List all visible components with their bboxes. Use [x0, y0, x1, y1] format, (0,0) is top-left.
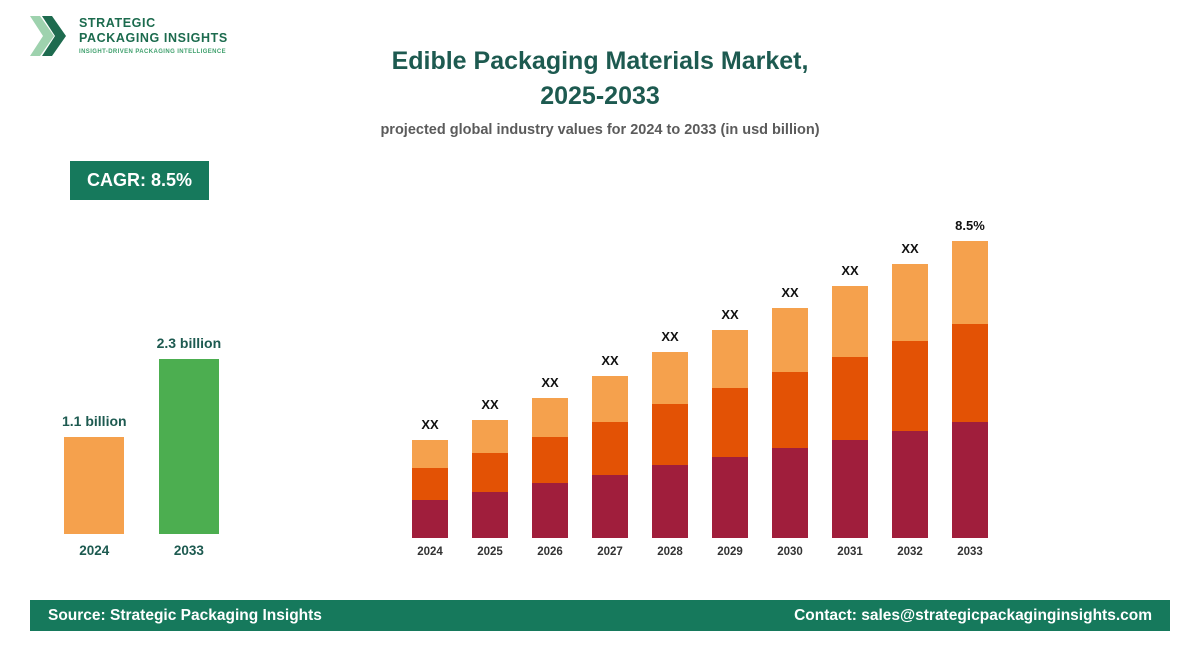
- page-title: Edible Packaging Materials Market, 2025-…: [200, 44, 1000, 114]
- stacked-bar: [952, 241, 988, 538]
- company-logo: STRATEGIC PACKAGING INSIGHTS INSIGHT-DRI…: [30, 12, 228, 60]
- bar-year-label: 2031: [837, 546, 863, 558]
- page-subtitle: projected global industry values for 202…: [380, 122, 820, 138]
- stacked-bar-group: XX 2029: [712, 178, 748, 558]
- bar-year-label: 2027: [597, 546, 623, 558]
- stacked-bar-group: XX 2027: [592, 178, 628, 558]
- header: Edible Packaging Materials Market, 2025-…: [200, 44, 1000, 138]
- segment-bottom: [772, 448, 808, 538]
- bar-year-label: 2025: [477, 546, 503, 558]
- stacked-bar: [592, 376, 628, 538]
- logo-tagline: INSIGHT-DRIVEN PACKAGING INTELLIGENCE: [79, 48, 227, 55]
- stacked-bar-group: 8.5% 2033: [952, 178, 988, 558]
- bar-value-label: XX: [841, 263, 859, 278]
- segment-bottom: [952, 422, 988, 538]
- bar-value-label: XX: [901, 241, 919, 256]
- mini-bar-value-label: 1.1 billion: [62, 413, 127, 429]
- segment-middle: [652, 404, 688, 465]
- stacked-bar: [652, 352, 688, 538]
- logo-text: STRATEGIC PACKAGING INSIGHTS INSIGHT-DRI…: [79, 16, 228, 56]
- segment-top: [772, 308, 808, 372]
- stacked-bar: [832, 286, 868, 538]
- page-title-line1: Edible Packaging Materials Market,: [391, 47, 809, 75]
- mini-bar-year-label: 2033: [173, 543, 204, 558]
- segment-bottom: [592, 475, 628, 538]
- segment-top: [832, 286, 868, 357]
- bar-year-label: 2030: [777, 546, 803, 558]
- mini-chart: 1.1 billion 2024 2.3 billion 2033: [62, 327, 221, 558]
- bar-year-label: 2024: [417, 546, 443, 558]
- logo-chevron-icon: [30, 16, 66, 56]
- stacked-bar-group: XX 2031: [832, 178, 868, 558]
- bar-year-label: 2032: [897, 546, 923, 558]
- footer-source: Source: Strategic Packaging Insights: [48, 606, 322, 624]
- stacked-bar-group: XX 2026: [532, 178, 568, 558]
- mini-bar-year-label: 2024: [79, 543, 110, 558]
- segment-top: [412, 440, 448, 468]
- bar-value-label: 8.5%: [955, 218, 985, 233]
- segment-top: [712, 330, 748, 388]
- segment-bottom: [712, 457, 748, 538]
- bar-value-label: XX: [721, 307, 739, 322]
- segment-middle: [832, 357, 868, 440]
- stacked-bar: [712, 330, 748, 538]
- bar-value-label: XX: [541, 375, 559, 390]
- segment-middle: [472, 453, 508, 492]
- main-chart: XX 2024 XX 2025 XX 2026 XX 2027 XX 2028 XX 2029 XX 20…: [412, 178, 988, 558]
- bar-year-label: 2029: [717, 546, 743, 558]
- mini-bar: [158, 359, 219, 534]
- bar-value-label: XX: [421, 417, 439, 432]
- mini-bar-group: 1.1 billion 2024: [62, 327, 127, 558]
- footer-contact: Contact: sales@strategicpackaginginsight…: [794, 606, 1152, 624]
- bar-value-label: XX: [661, 329, 679, 344]
- stacked-bar-group: XX 2032: [892, 178, 928, 558]
- segment-bottom: [892, 431, 928, 538]
- stacked-bar: [472, 420, 508, 538]
- segment-middle: [892, 341, 928, 431]
- stacked-bar: [772, 308, 808, 538]
- logo-line1: STRATEGIC: [79, 15, 156, 30]
- bar-year-label: 2033: [957, 546, 983, 558]
- stacked-bar: [532, 398, 568, 538]
- segment-top: [472, 420, 508, 453]
- stacked-bar-group: XX 2024: [412, 178, 448, 558]
- segment-bottom: [652, 465, 688, 538]
- mini-bar: [64, 437, 125, 534]
- stacked-bar-group: XX 2025: [472, 178, 508, 558]
- segment-top: [592, 376, 628, 422]
- segment-bottom: [472, 492, 508, 538]
- bar-value-label: XX: [601, 353, 619, 368]
- segment-top: [532, 398, 568, 437]
- segment-bottom: [532, 483, 568, 538]
- page-title-line2: 2025-2033: [540, 82, 660, 110]
- segment-bottom: [412, 500, 448, 538]
- stacked-bar-group: XX 2028: [652, 178, 688, 558]
- logo-line2: PACKAGING INSIGHTS: [79, 30, 228, 45]
- segment-top: [652, 352, 688, 404]
- segment-middle: [772, 372, 808, 448]
- bar-year-label: 2028: [657, 546, 683, 558]
- segment-bottom: [832, 440, 868, 538]
- bar-year-label: 2026: [537, 546, 563, 558]
- segment-middle: [592, 422, 628, 475]
- stacked-bar-group: XX 2030: [772, 178, 808, 558]
- mini-bar-group: 2.3 billion 2033: [157, 327, 222, 558]
- segment-middle: [952, 324, 988, 422]
- segment-top: [952, 241, 988, 324]
- stacked-bar: [412, 440, 448, 538]
- footer-bar: Source: Strategic Packaging Insights Con…: [30, 600, 1170, 631]
- segment-middle: [412, 468, 448, 500]
- cagr-badge: CAGR: 8.5%: [70, 161, 210, 200]
- segment-top: [892, 264, 928, 341]
- segment-middle: [712, 388, 748, 457]
- stacked-bar: [892, 264, 928, 538]
- segment-middle: [532, 437, 568, 483]
- mini-bar-value-label: 2.3 billion: [156, 335, 222, 351]
- bar-value-label: XX: [781, 285, 799, 300]
- bar-value-label: XX: [481, 397, 499, 412]
